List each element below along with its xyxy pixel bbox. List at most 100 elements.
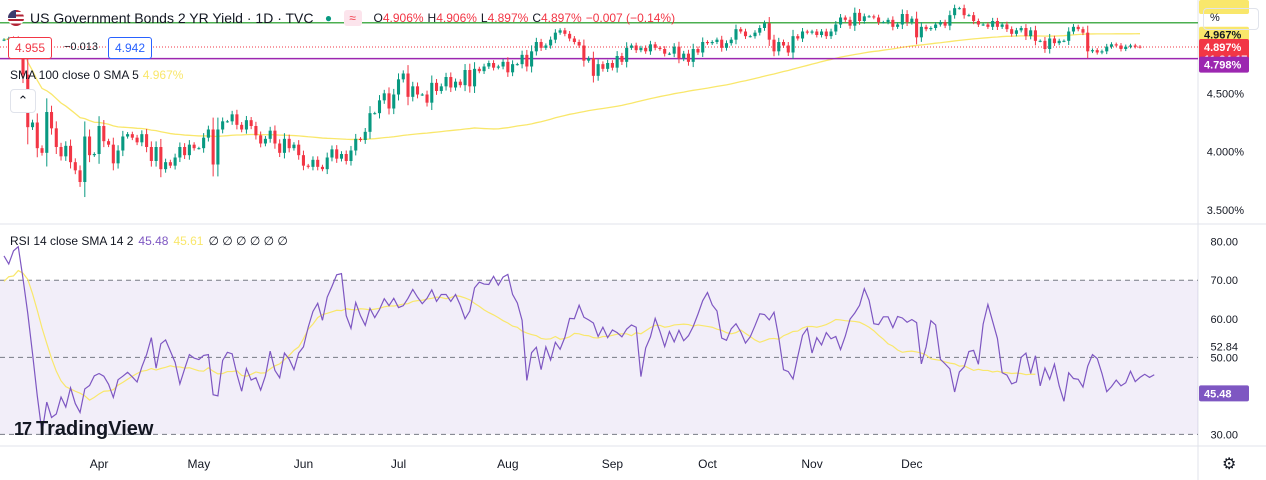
- candle-body: [68, 145, 73, 163]
- candle-body: [330, 149, 334, 158]
- candle-body: [658, 47, 662, 49]
- candle-body: [962, 8, 966, 16]
- candle-body: [739, 29, 743, 32]
- data-mode-icon[interactable]: ≈: [343, 10, 362, 26]
- sell-price-button[interactable]: 4.955: [8, 37, 53, 59]
- candle-body: [354, 138, 358, 151]
- candle-body: [819, 31, 824, 35]
- candles[interactable]: [2, 4, 1142, 198]
- candle-body: [620, 56, 624, 62]
- percent-scale-button[interactable]: %: [1203, 8, 1259, 30]
- candle-body: [991, 21, 995, 27]
- candle-body: [653, 44, 657, 48]
- candle-body: [924, 26, 928, 30]
- candle-body: [21, 51, 25, 75]
- time-tick-label: Nov: [801, 457, 822, 471]
- candle-body: [1033, 30, 1037, 41]
- candle-body: [915, 18, 919, 38]
- candle-body: [230, 114, 234, 122]
- candle-body: [1076, 26, 1080, 30]
- gear-icon[interactable]: ⚙: [1222, 456, 1237, 473]
- candle-body: [254, 126, 258, 136]
- candle-body: [544, 45, 548, 48]
- rsi-sma-price-label-bg: [1199, 0, 1249, 14]
- candle-body: [1128, 45, 1133, 47]
- time-tick-label: Jun: [294, 457, 313, 471]
- candle-body: [701, 42, 705, 53]
- candle-body: [591, 58, 595, 76]
- rsi-tick-label: 30.00: [1210, 429, 1238, 441]
- candle-body: [886, 19, 890, 23]
- tradingview-logo[interactable]: 17 TradingView: [14, 418, 154, 440]
- candle-body: [587, 58, 591, 61]
- candle-body: [339, 154, 344, 159]
- candle-body: [121, 136, 125, 151]
- price-axis[interactable]: 4.500% 4.000% 3.500% 80.00 70.00 60.00 52.8450…: [1207, 88, 1245, 441]
- candle-body: [800, 31, 805, 39]
- candle-body: [724, 43, 729, 48]
- candle-body: [839, 17, 843, 25]
- candle-body: [425, 94, 429, 103]
- candle-body: [691, 49, 695, 62]
- candle-body: [292, 144, 296, 149]
- candle-body: [625, 47, 629, 62]
- candle-body: [197, 148, 201, 150]
- candle-body: [482, 66, 486, 72]
- candle-body: [810, 31, 814, 33]
- candle-body: [35, 122, 39, 149]
- candle-body: [834, 24, 838, 32]
- candle-body: [306, 165, 310, 167]
- candle-body: [130, 134, 134, 138]
- candle-body: [1138, 46, 1142, 48]
- candle-body: [454, 81, 458, 88]
- rsi-legend-value: 45.48: [138, 234, 169, 248]
- candle-body: [715, 39, 719, 42]
- candle-body: [97, 126, 101, 154]
- candle-body: [781, 42, 786, 46]
- sma-legend[interactable]: SMA 100 close 0 SMA 5 4.967%: [10, 68, 184, 82]
- candle-body: [111, 144, 115, 164]
- candle-body: [244, 120, 248, 130]
- candle-body: [1057, 40, 1061, 44]
- candle-body: [225, 121, 229, 123]
- candle-body: [1133, 45, 1137, 47]
- rsi-band: [0, 279, 1198, 435]
- candle-body: [211, 129, 215, 165]
- candle-body: [420, 94, 424, 96]
- rsi-lines: [3, 245, 1155, 433]
- sma-legend-value: 4.967%: [142, 68, 184, 82]
- symbol-title[interactable]: US Government Bonds 2 YR Yield · 1D · TV…: [30, 10, 314, 26]
- candle-body: [401, 73, 405, 80]
- time-axis[interactable]: Apr May Jun Jul Aug Sep Oct Nov Dec: [90, 457, 923, 471]
- candle-body: [92, 154, 96, 156]
- candle-body: [734, 29, 738, 40]
- candle-body: [995, 21, 999, 27]
- candle-body: [297, 144, 301, 156]
- candle-body: [943, 22, 947, 26]
- buy-price-button[interactable]: 4.942: [108, 37, 153, 59]
- candle-body: [415, 86, 420, 95]
- candle-body: [349, 150, 353, 161]
- candle-body: [496, 66, 500, 68]
- candle-body: [78, 170, 82, 182]
- candle-body: [900, 14, 904, 25]
- candle-body: [815, 31, 819, 35]
- spread-value: −0.013: [64, 41, 98, 53]
- candle-body: [45, 112, 49, 153]
- candle-body: [40, 148, 44, 153]
- market-status-icon[interactable]: ●: [324, 11, 333, 25]
- collapse-legend-button[interactable]: ⌃: [10, 89, 36, 113]
- horizontal-lines[interactable]: [0, 22, 1198, 60]
- candle-body: [843, 17, 847, 20]
- rsi-legend[interactable]: RSI 14 close SMA 14 2 45.48 45.61 ∅ ∅ ∅ …: [10, 234, 288, 248]
- candle-body: [938, 22, 942, 25]
- candle-body: [772, 39, 776, 52]
- price-tick-label: 4.000%: [1207, 147, 1245, 159]
- candle-body: [601, 64, 605, 69]
- time-tick-label: Aug: [497, 457, 518, 471]
- candle-body: [396, 79, 401, 95]
- candle-body: [1010, 29, 1014, 34]
- candle-body: [1114, 44, 1118, 46]
- candle-body: [677, 46, 681, 59]
